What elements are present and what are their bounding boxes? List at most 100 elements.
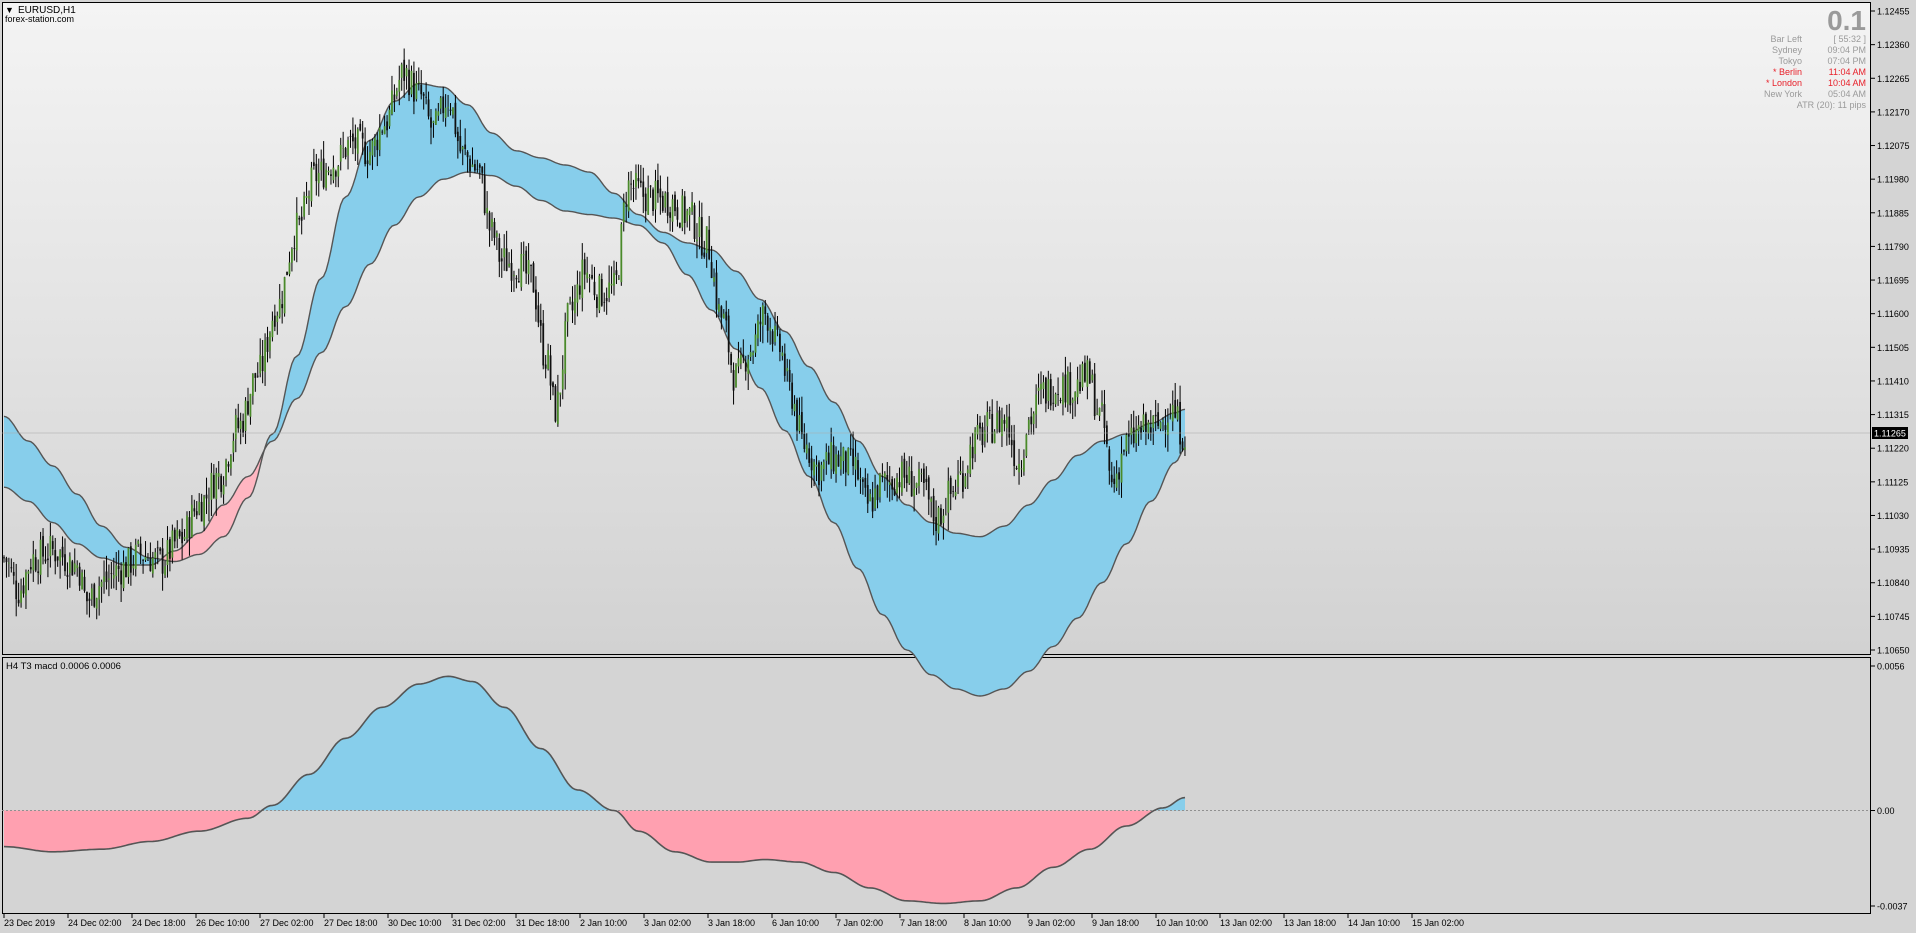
chart-menu-icon[interactable]: ▼ <box>5 5 14 15</box>
candle-body-down <box>464 144 467 149</box>
candle-body-up <box>234 415 237 440</box>
time-tick-label: 8 Jan 10:00 <box>964 918 1011 928</box>
candle-body-up <box>415 83 418 100</box>
candle-body-down <box>852 448 855 467</box>
candle-body-up <box>503 248 506 258</box>
candle-body-up <box>1027 419 1030 430</box>
price-tick-label: 1.11790 <box>1877 242 1909 252</box>
candle-body-up <box>76 565 79 569</box>
candle-body-down <box>693 205 696 239</box>
candle-body-down <box>666 192 669 216</box>
candle-body-up <box>32 554 35 571</box>
candle-body-down <box>37 571 40 573</box>
candle-body-up <box>1018 464 1020 473</box>
candle-body-up <box>244 400 247 432</box>
candle-body-up <box>993 431 996 444</box>
candle-body-down <box>659 188 662 198</box>
candle-body-up <box>325 169 327 189</box>
candle-body-down <box>442 96 445 114</box>
candle-body-up <box>288 262 291 275</box>
time-tick-label: 30 Dec 10:00 <box>388 918 442 928</box>
candle-body-up <box>486 207 489 214</box>
candle-body-up <box>944 514 947 516</box>
candle-body-up <box>103 576 105 582</box>
candle-body-up <box>317 172 320 184</box>
candle-body-down <box>456 131 459 142</box>
candle-body-up <box>805 444 808 454</box>
session-label: * London <box>1766 78 1802 88</box>
candle-body-up <box>874 488 876 509</box>
candle-body-down <box>1127 434 1130 437</box>
candle-body-down <box>237 417 240 429</box>
candle-body-down <box>481 166 484 173</box>
time-tick-label: 23 Dec 2019 <box>4 918 55 928</box>
candle-body-up <box>881 474 884 476</box>
candle-body-down <box>1052 402 1055 404</box>
candle-body-down <box>344 148 347 158</box>
candle-body-down <box>47 558 49 561</box>
candle-body-down <box>93 584 96 607</box>
candle-body-up <box>654 180 657 210</box>
atr-label: ATR (20): 11 pips <box>1797 100 1867 110</box>
candle-body-down <box>298 217 301 220</box>
candle-body-up <box>271 320 274 338</box>
candle-body-down <box>1149 427 1152 434</box>
candle-body-down <box>639 180 642 183</box>
candle-body-down <box>803 433 806 450</box>
candle-body-down <box>1064 374 1067 403</box>
candle-body-up <box>1184 447 1186 450</box>
macd-fill-negative <box>616 809 1156 904</box>
price-tick-label: 1.10650 <box>1877 646 1910 656</box>
candle-body-down <box>273 315 276 327</box>
candle-body-up <box>959 471 962 474</box>
candle-body-down <box>922 468 925 483</box>
time-tick-label: 9 Jan 02:00 <box>1028 918 1075 928</box>
candle-body-down <box>3 557 5 559</box>
candle-body-up <box>98 586 101 600</box>
candle-body-up <box>1101 402 1103 406</box>
candle-body-down <box>720 306 723 318</box>
candle-body-down <box>330 174 332 176</box>
price-tick-label: 1.12360 <box>1877 40 1910 50</box>
candle-body-down <box>652 189 654 212</box>
candle-body-down <box>1084 362 1086 382</box>
candle-body-down <box>161 548 164 574</box>
candle-body-up <box>439 97 442 109</box>
candle-body-down <box>181 531 184 544</box>
candle-body-down <box>857 460 859 480</box>
candle-body-down <box>12 571 15 576</box>
candle-body-up <box>947 480 950 513</box>
candle-body-up <box>337 166 340 177</box>
candle-body-up <box>410 70 413 95</box>
candle-body-up <box>154 552 157 559</box>
candle-body-down <box>979 422 981 429</box>
candle-body-down <box>105 571 108 583</box>
candle-body-down <box>117 565 120 570</box>
candle-body-up <box>696 239 698 242</box>
candle-body-down <box>1003 420 1006 424</box>
candle-body-down <box>669 212 672 218</box>
candle-body-up <box>1091 374 1094 381</box>
candle-body-down <box>422 93 425 96</box>
candle-body-up <box>164 566 166 576</box>
candle-body-down <box>42 536 44 557</box>
candle-body-down <box>1105 425 1108 445</box>
candle-body-up <box>230 455 232 469</box>
candle-body-up <box>1120 453 1123 483</box>
candle-body-up <box>986 412 989 427</box>
candle-body-down <box>549 355 552 386</box>
candle-body-up <box>774 325 776 343</box>
candle-body-up <box>937 507 940 534</box>
candle-body-down <box>759 321 762 325</box>
candle-body-up <box>1169 417 1172 419</box>
candle-body-down <box>1181 441 1184 450</box>
candle-body-down <box>15 580 18 600</box>
candle-body-up <box>896 477 898 494</box>
macd-fill-positive <box>262 676 617 811</box>
candle-body-down <box>676 207 679 220</box>
candle-body-up <box>627 180 630 212</box>
candle-body-down <box>1164 425 1167 430</box>
time-axis: 23 Dec 2019 24 Dec 02:00 24 Dec 18:00 26 De… <box>3 914 1464 928</box>
candle-body-up <box>691 202 693 212</box>
candle-body-up <box>1135 429 1138 444</box>
